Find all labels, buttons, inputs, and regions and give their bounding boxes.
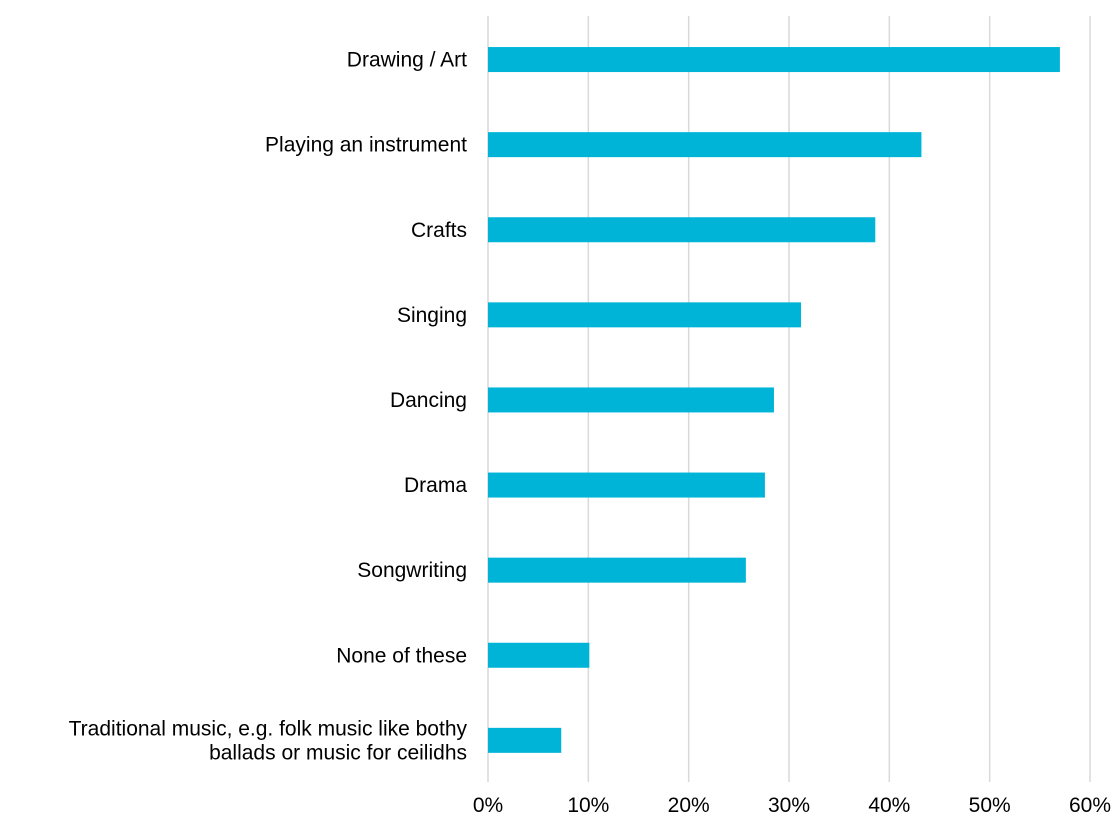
x-tick-label: 0% <box>473 794 503 817</box>
bar <box>488 132 922 158</box>
x-tick-label: 20% <box>668 794 710 817</box>
category-label: None of these <box>336 644 467 667</box>
x-tick-label: 60% <box>1069 794 1111 817</box>
x-tick-label: 10% <box>567 794 609 817</box>
category-label: Singing <box>397 304 467 327</box>
category-label: Drama <box>404 474 467 497</box>
category-label-line: Songwriting <box>357 559 467 582</box>
bar <box>488 217 876 243</box>
category-label-line: Drawing / Art <box>347 49 467 72</box>
category-label: Dancing <box>390 389 467 412</box>
category-label-line: Singing <box>397 304 467 327</box>
category-label-line: None of these <box>336 644 467 667</box>
category-label: Playing an instrument <box>265 134 467 157</box>
bars <box>488 47 1060 753</box>
bar <box>488 302 802 328</box>
category-label-line: Drama <box>404 474 467 497</box>
category-label: Crafts <box>411 219 467 242</box>
category-label-line: Playing an instrument <box>265 134 467 157</box>
category-label-line: Traditional music, e.g. folk music like … <box>69 717 468 740</box>
bar <box>488 557 746 583</box>
category-label: Drawing / Art <box>347 49 467 72</box>
bar <box>488 642 590 668</box>
x-tick-label: 50% <box>969 794 1011 817</box>
x-tick-label: 40% <box>868 794 910 817</box>
category-label: Traditional music, e.g. folk music like … <box>69 717 468 764</box>
bar <box>488 727 562 753</box>
x-tick-labels: 0% 10% 20% 30% 40% 50% 60% <box>473 794 1111 817</box>
bar <box>488 472 765 498</box>
category-label-line: ballads or music for ceilidhs <box>209 741 467 764</box>
bar <box>488 387 774 413</box>
category-labels: Drawing / Art Playing an instrument Crafts… <box>69 49 468 765</box>
category-label: Songwriting <box>357 559 467 582</box>
bar <box>488 47 1060 73</box>
x-tick-label: 30% <box>768 794 810 817</box>
category-label-line: Dancing <box>390 389 467 412</box>
category-label-line: Crafts <box>411 219 467 242</box>
